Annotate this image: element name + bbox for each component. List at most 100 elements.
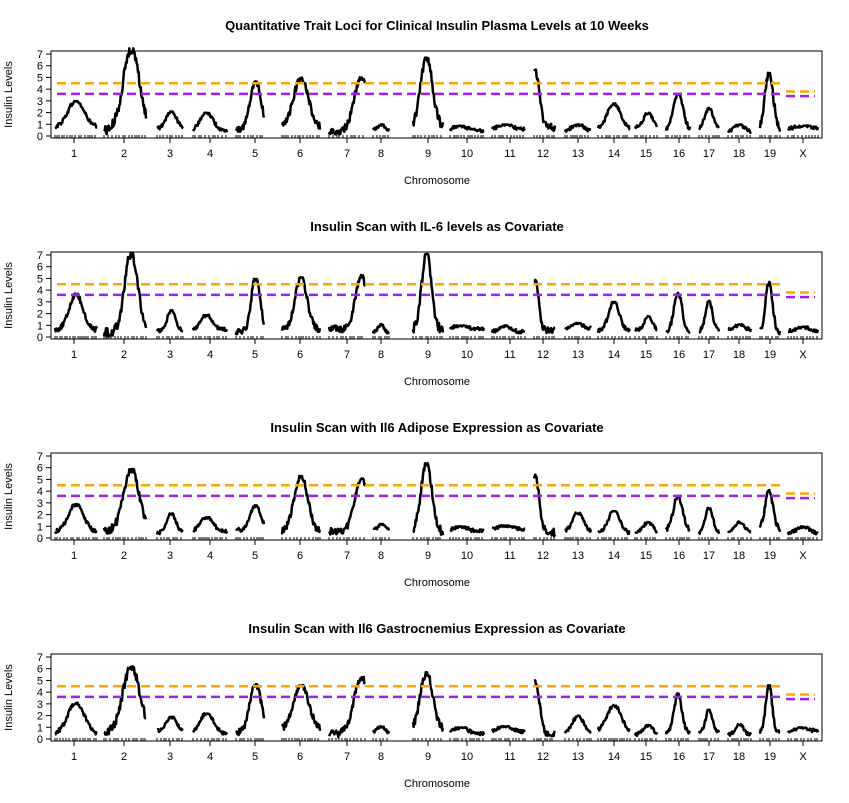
marker-rug [54,135,819,138]
lod-curve-chr-19 [759,280,782,336]
lod-curve-chr-4 [192,515,229,534]
x-tick-label: 2 [121,550,127,562]
x-tick-label: 16 [673,751,685,763]
marker-rug [54,336,818,339]
x-tick-label: 17 [703,550,715,562]
x-tick-label: 3 [167,550,173,562]
x-tick-label: 11 [504,148,515,160]
lod-curve-chr-17 [697,506,721,536]
lod-curve-chr-X [786,726,820,734]
lod-curve-chr-9 [412,461,445,536]
y-tick-label: 6 [37,463,43,475]
x-tick-label: 17 [703,148,715,160]
lod-curve-chr-14 [597,509,631,536]
lod-curve-chr-1 [54,701,98,736]
x-tick-label: 9 [425,349,431,361]
x-tick-label: 6 [297,349,303,361]
chart-title: Insulin Scan with Il6 Adipose Expression… [270,420,603,435]
lod-curve-chr-15 [634,520,659,535]
x-tick-label: 5 [252,148,258,160]
y-tick-label: 1 [37,119,43,131]
lod-curve-chr-3 [155,308,184,334]
lod-curve-chr-11 [490,324,526,335]
x-tick-label: 6 [297,751,303,763]
x-tick-label: 18 [733,349,745,361]
lod-curve-chr-12 [532,473,557,538]
x-tick-label: 17 [703,349,715,361]
y-tick-label: 6 [37,664,43,676]
marker-rug [54,537,818,540]
lod-curve-chr-4 [192,712,229,736]
lod-curve-chr-12 [533,68,557,133]
x-tick-label: 5 [252,550,258,562]
x-tick-label: 13 [572,148,584,160]
lod-curve-chr-14 [596,703,631,733]
y-tick-label: 5 [37,72,43,84]
x-tick-label: 14 [608,550,620,562]
chart-title: Insulin Scan with Il6 Gastrocnemius Expr… [248,621,625,636]
lod-curve-chr-7 [327,675,366,739]
lod-panel-1: Quantitative Trait Loci for Clinical Ins… [3,18,823,187]
x-axis-label: Chromosome [404,577,470,589]
lod-curve-chr-6 [280,76,322,130]
lod-curve-chr-11 [491,523,526,532]
lod-curve-chr-16 [664,692,692,735]
lod-curve-chr-14 [596,300,632,334]
x-tick-label: 13 [572,349,584,361]
lod-curve-chr-10 [448,324,486,332]
y-tick-label: 2 [37,510,43,522]
x-axis-label: Chromosome [404,175,470,187]
lod-curve-chr-10 [448,726,486,737]
lod-curve-chr-3 [156,110,184,131]
y-axis-label: Insulin Levels [3,664,15,731]
lod-curve-chr-8 [371,322,390,335]
x-tick-label: 4 [207,148,213,160]
y-axis-label: Insulin Levels [3,61,15,128]
x-tick-label: 5 [252,349,258,361]
y-tick-label: 7 [37,250,43,262]
x-tick-label: 14 [608,751,620,763]
x-tick-label: 11 [504,550,515,562]
x-tick-label: 12 [537,751,549,763]
lod-curve-chr-16 [665,291,691,334]
x-tick-label: 1 [71,349,77,361]
x-tick-label: 3 [167,751,173,763]
lod-curve-chr-14 [596,102,631,131]
y-tick-label: 2 [37,711,43,723]
lod-curve-chr-4 [191,111,229,133]
marker-rug [54,738,818,741]
x-tick-label: 19 [764,751,776,763]
lod-curve-chr-15 [633,723,659,738]
y-tick-label: 4 [37,84,43,96]
lod-curve-chr-3 [156,715,184,734]
lod-curve-chr-18 [726,722,753,737]
y-tick-label: 2 [37,309,43,321]
lod-curve-chr-1 [53,292,99,333]
x-tick-label: 4 [207,349,213,361]
x-tick-label: 3 [167,349,173,361]
x-tick-label: 1 [71,751,77,763]
x-tick-label: 1 [71,550,77,562]
y-tick-label: 4 [37,285,43,297]
lod-curve-chr-17 [698,106,721,131]
lod-curve-chr-4 [191,313,229,333]
y-tick-label: 3 [37,297,43,309]
lod-curve-chr-17 [698,299,721,334]
x-tick-label: X [799,349,807,361]
x-tick-label: 6 [297,148,303,160]
y-tick-label: 4 [37,687,43,699]
x-axis-label: Chromosome [404,376,470,388]
y-tick-label: 5 [37,474,43,486]
x-tick-label: 18 [733,751,745,763]
lod-curve-chr-18 [726,123,752,134]
lod-curve-chr-9 [411,56,445,129]
chart-title: Insulin Scan with IL-6 levels as Covaria… [310,219,564,234]
lod-curve-chr-19 [758,488,782,533]
y-tick-label: 7 [37,49,43,61]
lod-curve-chr-13 [564,511,593,533]
y-tick-label: 2 [37,108,43,120]
x-tick-label: 8 [378,751,384,763]
x-tick-label: 12 [537,349,549,361]
x-tick-label: 2 [121,148,127,160]
